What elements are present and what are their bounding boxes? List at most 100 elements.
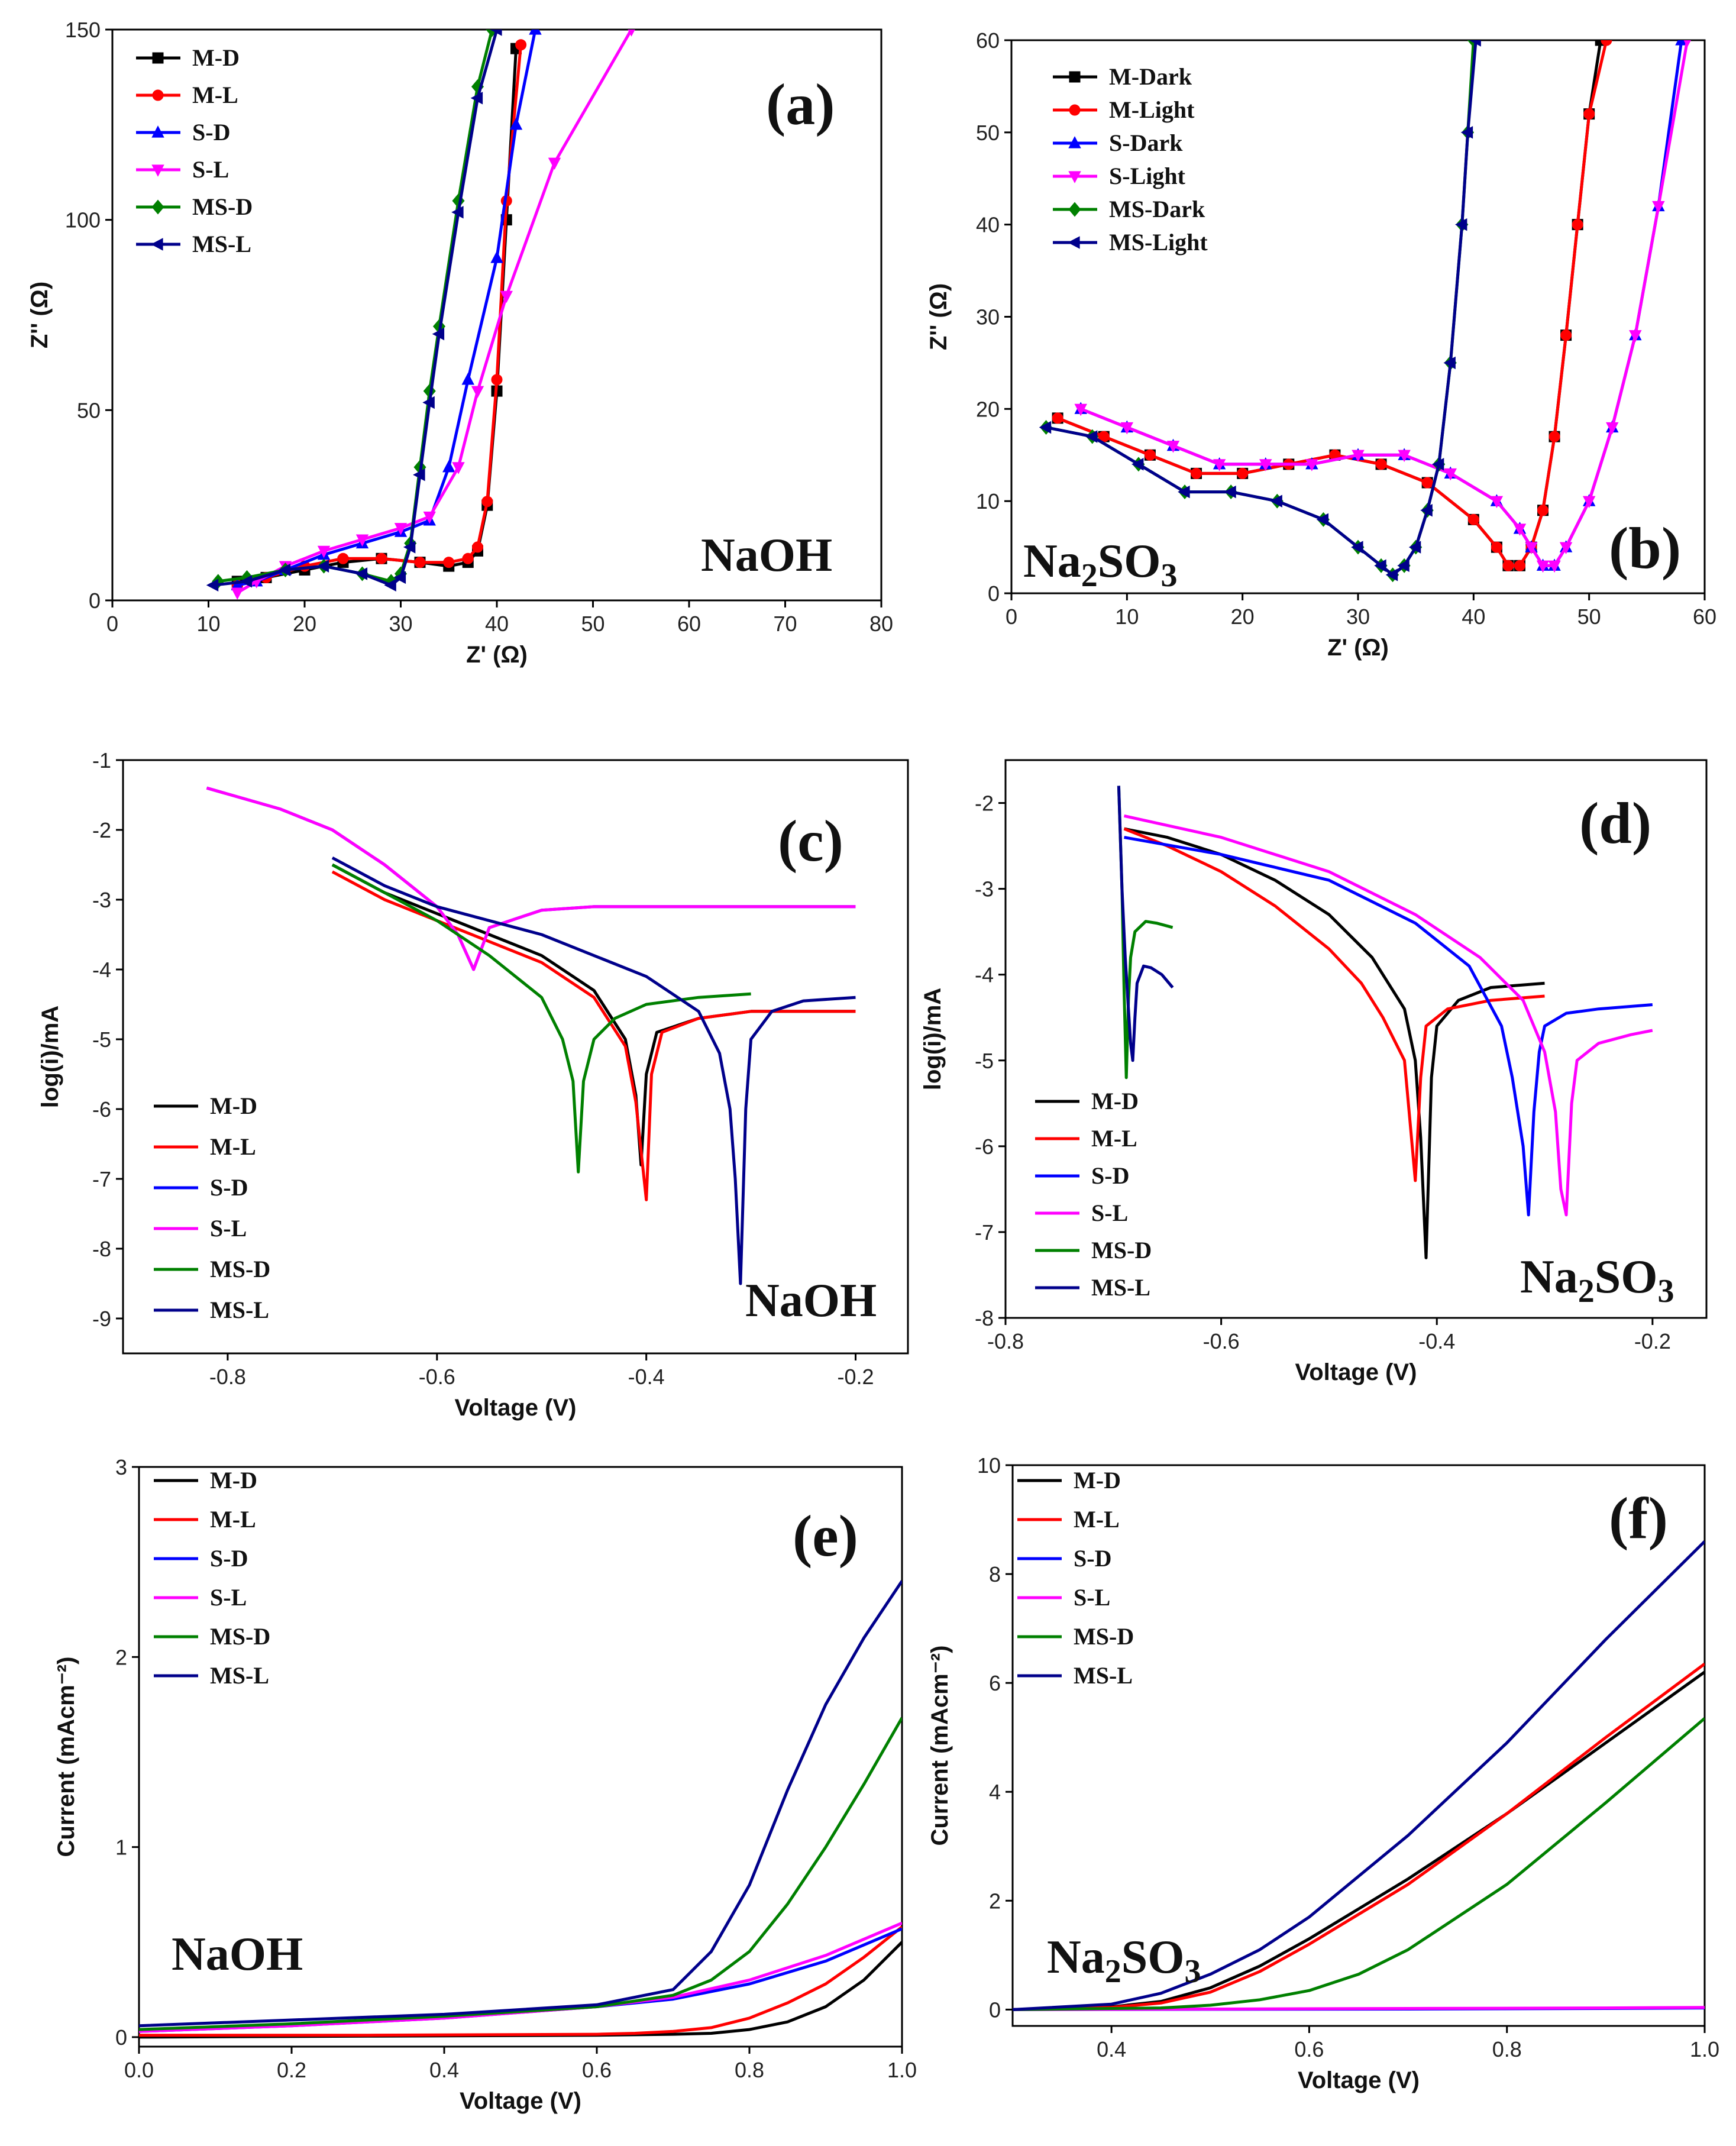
data-point <box>1572 219 1583 231</box>
data-point <box>1166 441 1180 453</box>
y-tick-label: 30 <box>976 305 1000 329</box>
x-axis-title: Voltage (V) <box>1298 2067 1420 2093</box>
y-tick-label: -7 <box>975 1220 994 1245</box>
legend-entry: S-D <box>1074 1545 1111 1572</box>
x-tick-label: 20 <box>1231 605 1255 629</box>
series-line-ms-d <box>1013 1717 1705 2011</box>
x-axis-title: Z' (Ω) <box>466 642 528 668</box>
data-point <box>1559 542 1573 554</box>
y-tick-label: 50 <box>976 121 1000 145</box>
data-point <box>337 552 349 564</box>
legend-marker <box>152 89 164 101</box>
data-point <box>317 545 331 558</box>
data-point <box>1629 330 1642 342</box>
legend-entry: M-L <box>210 1133 256 1160</box>
legend-entry: MS-D <box>1091 1237 1152 1263</box>
x-tick-label: -0.6 <box>419 1365 455 1389</box>
data-point <box>500 290 513 303</box>
data-point <box>490 30 502 36</box>
series-line-m-l <box>1013 1662 1705 2011</box>
x-tick-label: -0.8 <box>987 1329 1024 1353</box>
data-point <box>432 327 445 341</box>
data-point <box>1443 356 1456 370</box>
legend-entry: M-D <box>1074 1467 1121 1494</box>
legend-entry: S-D <box>1091 1162 1129 1189</box>
data-point <box>1039 421 1052 434</box>
x-tick-label: -0.8 <box>209 1365 246 1389</box>
data-point <box>1270 495 1282 508</box>
series-line-ms-light <box>1046 40 1478 577</box>
legend-entry: M-L <box>1074 1506 1120 1533</box>
y-tick-label: 100 <box>65 208 101 232</box>
y-tick-label: 150 <box>65 18 101 42</box>
y-tick-label: -2 <box>92 818 111 842</box>
x-tick-label: 30 <box>1346 605 1370 629</box>
legend-entry: M-D <box>192 44 240 71</box>
legend-marker <box>1068 202 1081 217</box>
chart-panel-d: -0.8 -0.6 -0.4 -0.2 -2 -3 -4 -5 -6 -7 -8 Voltage (V… <box>920 759 1708 1385</box>
legend-marker <box>1069 71 1081 83</box>
data-point <box>509 117 523 130</box>
data-point <box>1420 504 1433 517</box>
x-tick-label: -0.2 <box>838 1365 874 1389</box>
legend-entry: M-L <box>210 1506 256 1533</box>
y-tick-label: 4 <box>989 1780 1001 1804</box>
x-tick-label: 60 <box>1693 605 1716 629</box>
legend-entry: M-L <box>192 82 238 108</box>
legend-marker <box>1069 104 1081 116</box>
legend-entry: S-Dark <box>1109 130 1183 156</box>
y-tick-label: -3 <box>975 877 994 901</box>
data-point <box>491 374 503 386</box>
legend-entry: MS-L <box>192 231 251 257</box>
electrolyte-annotation: Na2SO3 <box>1047 1931 1201 1990</box>
data-point <box>1514 560 1525 571</box>
legend-entry: S-Light <box>1109 163 1186 189</box>
y-tick-label: -2 <box>975 791 994 816</box>
x-tick-label: 0.2 <box>277 2058 306 2082</box>
data-point <box>1074 403 1087 416</box>
legend-entry: MS-D <box>1074 1623 1134 1650</box>
x-tick-label: 0 <box>1006 605 1017 629</box>
legend-entry: S-D <box>192 119 230 146</box>
series-line-ms-l <box>213 30 499 587</box>
legend-marker <box>151 199 164 215</box>
data-point <box>1398 450 1411 463</box>
data-point <box>355 567 368 580</box>
data-point <box>1224 485 1236 499</box>
data-point <box>1548 560 1561 573</box>
data-point <box>1537 505 1549 516</box>
data-point <box>1191 467 1202 479</box>
legend-entry: MS-L <box>1091 1274 1150 1301</box>
x-tick-label: -0.4 <box>628 1365 665 1389</box>
legend-marker <box>1068 136 1081 148</box>
x-tick-label: 10 <box>1115 605 1139 629</box>
data-point <box>1491 541 1502 553</box>
y-tick-label: 2 <box>115 1645 127 1669</box>
y-tick-label: 6 <box>989 1671 1001 1695</box>
series-line-ms-l <box>139 1580 902 2028</box>
series-line-m-d <box>237 49 518 583</box>
data-point <box>413 468 425 481</box>
data-point <box>394 523 408 535</box>
y-tick-label: -5 <box>92 1027 111 1052</box>
x-tick-label: 50 <box>1577 605 1601 629</box>
data-point <box>1213 459 1226 471</box>
y-tick-label: -7 <box>92 1167 111 1191</box>
electrolyte-annotation: NaOH <box>745 1275 877 1327</box>
y-tick-label: -5 <box>975 1049 994 1073</box>
series-line-ms-d <box>139 1717 902 2031</box>
data-point <box>1085 430 1098 443</box>
legend-entry: M-Light <box>1109 96 1195 123</box>
legend-entry: S-L <box>210 1215 247 1242</box>
x-tick-label: 0.4 <box>1097 2037 1126 2061</box>
y-tick-label: -4 <box>92 958 111 982</box>
legend-entry: MS-L <box>1074 1662 1133 1689</box>
series-line-s-l <box>237 30 633 594</box>
y-tick-label: 60 <box>976 28 1000 53</box>
y-axis-title: Z'' (Ω) <box>27 282 53 348</box>
y-axis-title: Current (mAcm⁻²) <box>927 1646 953 1846</box>
electrolyte-annotation: NaOH <box>701 529 832 581</box>
legend-entry: MS-Dark <box>1109 196 1205 222</box>
data-point <box>1385 568 1398 581</box>
